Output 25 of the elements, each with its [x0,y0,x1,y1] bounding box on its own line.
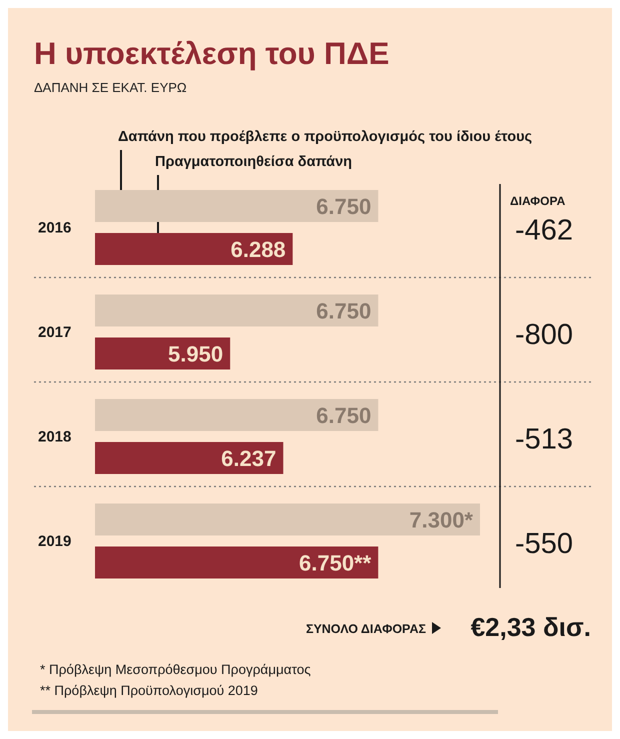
text: €2,33 δισ. [470,612,591,642]
y-tick-label: 2019 [38,533,72,550]
data-label: 6.750** [299,550,372,576]
text: -550 [514,528,574,560]
y-tick-label: 2018 [38,428,72,446]
text: * Πρόβλεψη Μεσοπρόθεσμου Προγράμματος [40,662,312,677]
chart-subtitle: ΔΑΠΑΝΗ ΣΕ ΕΚΑΤ. ΕΥΡΩ [34,80,187,95]
data-label: 6.237 [221,446,276,471]
text: Πραγματοποιηθείσα δαπάνη [155,154,352,170]
data-label: 6.750 [316,298,372,324]
text: -800 [514,319,574,351]
data-label: 6.750 [316,403,372,428]
y-tick-label: 2016 [38,220,72,236]
chart-title: Η υποεκτέλεση του ΠΔΕ [34,36,390,71]
data-label: 6.750 [316,194,372,219]
text: ΣΥΝΟΛΟ ΔΙΑΦΟΡΑΣ [306,622,426,636]
text: -462 [514,214,574,246]
text: ** Πρόβλεψη Προϋπολογισμού 2019 [40,683,258,698]
data-label: 7.300* [409,508,474,532]
text: -513 [514,424,574,456]
data-label: 5.950 [168,342,224,366]
data-label: 6.288 [230,237,286,262]
text: ΔΙΑΦΟΡΑ [510,194,566,208]
text: Δαπάνη που προέβλεπε ο προϋπολογισμός του ίδιου έτους [118,129,532,145]
y-tick-label: 2017 [38,324,72,341]
